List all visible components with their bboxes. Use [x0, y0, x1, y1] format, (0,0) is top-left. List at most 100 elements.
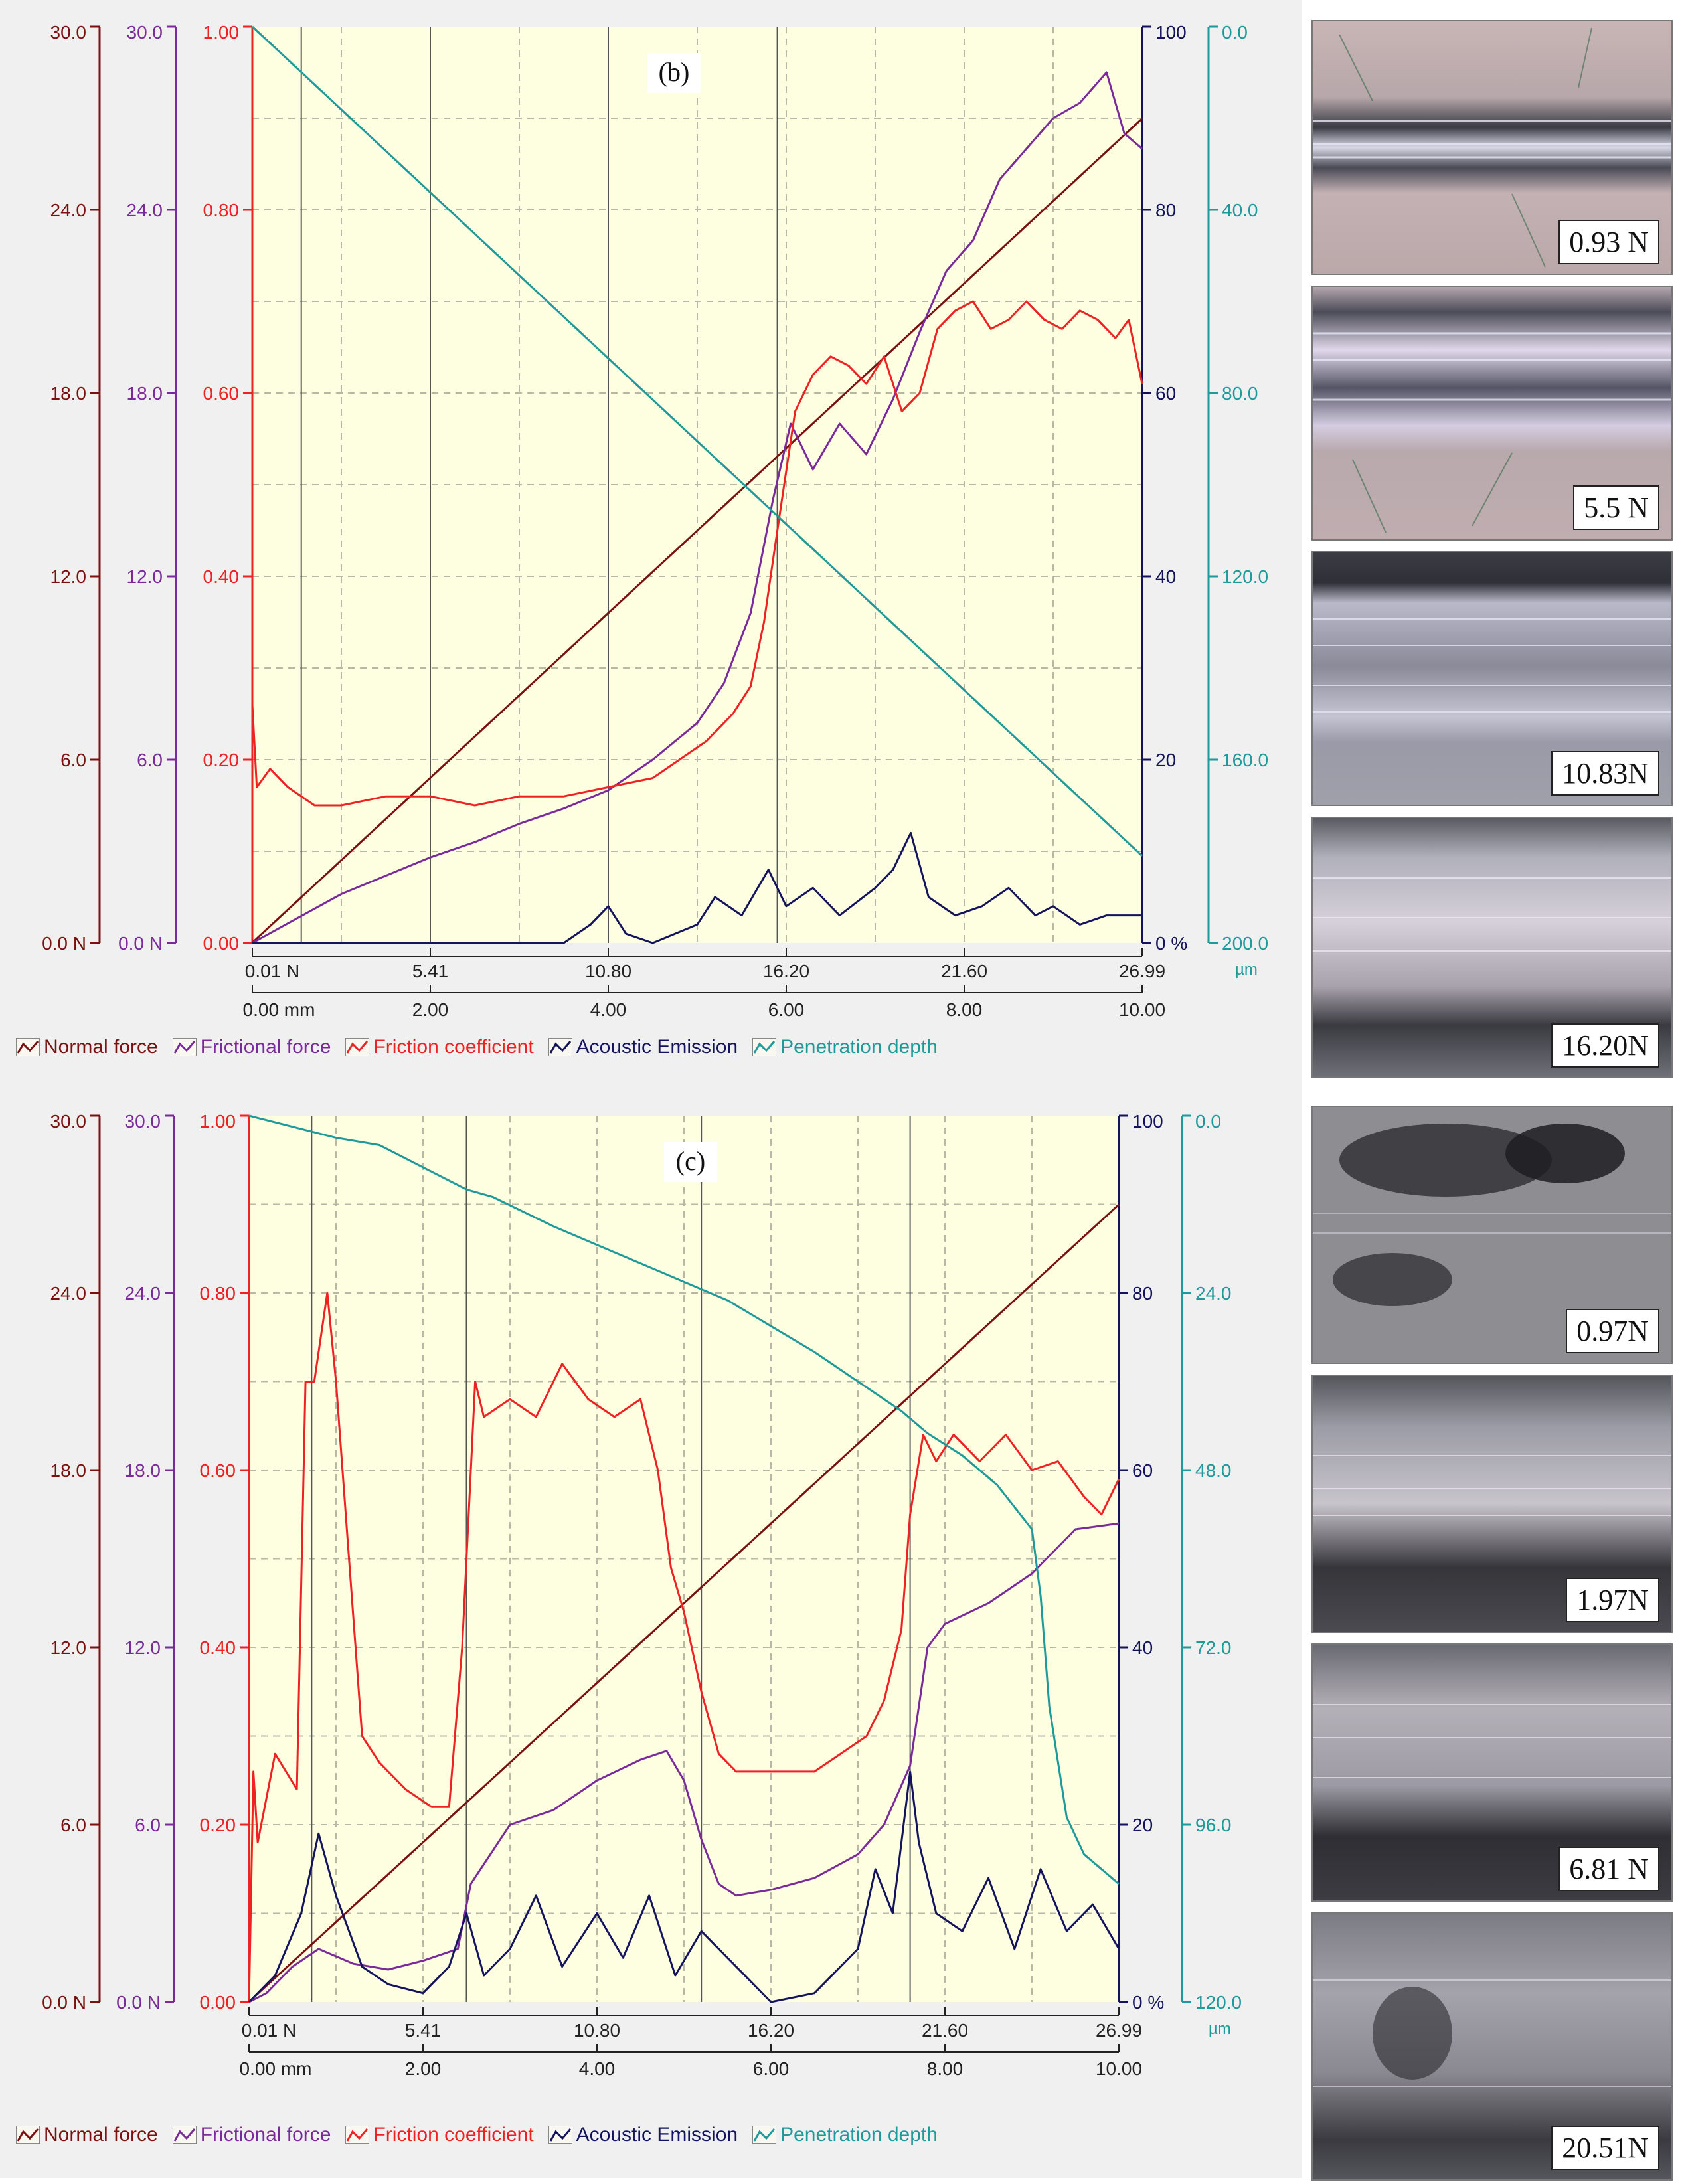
tick-label: 0 % [1155, 933, 1187, 954]
series-line-friction-coefficient [248, 1292, 1120, 2003]
grid [249, 1116, 1119, 2002]
legend-item-normal-force: Normal force [16, 1036, 158, 1058]
legend-swatch-icon [548, 2126, 572, 2144]
micrograph-b-2: 5.5 N [1311, 286, 1673, 541]
x-load-tick-label: 16.20 [763, 961, 809, 981]
axis-penetration-depth: 120.0 96.0 72.0 48.0 24.0 0.0 µm [1181, 1111, 1242, 2038]
tick-label: 160.0 [1222, 750, 1268, 770]
tick-label: 24.0 [50, 200, 87, 220]
series-line-friction-coefficient [251, 300, 1143, 807]
legend-item-acoustic-emission: Acoustic Emission [548, 2124, 738, 2146]
x-distance-tick-label: 10.00 [1119, 999, 1165, 1020]
legend-item-friction-coefficient: Friction coefficient [345, 1036, 534, 1058]
tick-label: 12.0 [127, 566, 163, 587]
tick-label: 18.0 [125, 1460, 161, 1481]
series-line-acoustic-emission [252, 831, 1142, 944]
chart-c: 0.0 N 6.0 12.0 18.0 24.0 30.0 0.0 N 6.0 12.0 18.0… [42, 1111, 1242, 2079]
tick-label: 120.0 [1195, 1992, 1242, 2013]
tick-label: 6.0 [137, 750, 163, 770]
legend-item-frictional-force: Frictional force [172, 2124, 331, 2146]
tick-label: 0.0 N [116, 1992, 161, 2013]
x-load-tick-label: 26.99 [1096, 2020, 1142, 2041]
axis-normal-force: 0.0 N 6.0 12.0 18.0 24.0 30.0 [42, 22, 101, 954]
axis-friction-coefficient: 0.00 0.20 0.40 0.60 0.80 1.00 [200, 1111, 250, 2013]
tick-label: 30.0 [125, 1111, 161, 1132]
micrograph-label: 16.20N [1551, 1023, 1659, 1068]
legend-c: Normal force Frictional force Friction c… [16, 2124, 938, 2146]
micrograph-c-1: 0.97N [1311, 1106, 1673, 1364]
series-line-penetration-depth [251, 25, 1143, 857]
legend-label: Normal force [44, 2124, 158, 2145]
x-distance-tick-label: 4.00 [579, 2058, 616, 2079]
tick-label: 0.0 N [42, 1992, 86, 2013]
x-load-tick-label: 21.60 [922, 2020, 968, 2041]
tick-label: 18.0 [50, 383, 87, 404]
legend-label: Frictional force [200, 1036, 331, 1058]
axis-frictional-force: 0.0 N 6.0 12.0 18.0 24.0 30.0 [116, 1111, 175, 2013]
tick-label: 1.00 [200, 1111, 236, 1132]
x-load-tick-label: 16.20 [748, 2020, 794, 2041]
micrograph-label: 0.93 N [1558, 220, 1659, 264]
axis-frictional-force: 0.0 N 6.0 12.0 18.0 24.0 30.0 [118, 22, 177, 954]
chart-title: (b) [647, 53, 701, 93]
x-distance-tick-label: 4.00 [590, 999, 627, 1020]
x-distance-tick-label: 8.00 [946, 999, 983, 1020]
tick-label: 80 [1132, 1283, 1153, 1303]
axis-normal-force: 0.0 N 6.0 12.0 18.0 24.0 30.0 [42, 1111, 101, 2013]
tick-label: 60 [1132, 1460, 1153, 1481]
tick-label: 40.0 [1222, 200, 1258, 220]
legend-label: Acoustic Emission [576, 2124, 738, 2145]
tick-label: 80.0 [1222, 383, 1258, 404]
legend-label: Penetration depth [780, 1036, 938, 1058]
chart-b: 0.0 N 6.0 12.0 18.0 24.0 30.0 0.0 N 6.0 12.0 18.0… [42, 22, 1268, 1020]
tick-label: 200.0 [1222, 933, 1268, 954]
tick-label: 0.60 [203, 383, 240, 404]
tick-label: 96.0 [1195, 1815, 1232, 1835]
micrograph-label: 0.97N [1566, 1309, 1659, 1353]
axis-penetration-depth: 200.0 160.0 120.0 80.0 40.0 0.0 µm [1207, 22, 1268, 979]
chart-title-bg [664, 1142, 717, 1182]
legend-item-normal-force: Normal force [16, 2124, 158, 2146]
tick-label: 30.0 [127, 22, 163, 42]
legend-swatch-icon [752, 2126, 777, 2144]
series-line-frictional-force [248, 1522, 1120, 2003]
legend-label: Frictional force [200, 2124, 331, 2145]
legend-swatch-icon [345, 2126, 370, 2144]
x-distance-tick-label: 10.00 [1096, 2058, 1142, 2079]
tick-label: 0.00 [200, 1992, 236, 2013]
x-distance-tick-label: 2.00 [412, 999, 449, 1020]
tick-label: 0.0 [1222, 22, 1248, 42]
micrograph-label: 20.51N [1551, 2126, 1659, 2170]
x-distance-tick-label: 2.00 [405, 2058, 442, 2079]
tick-label: 20 [1155, 750, 1176, 770]
micrograph-texture [1313, 1376, 1671, 1632]
series-group [248, 1114, 1120, 2003]
x-load-tick-label: 10.80 [574, 2020, 620, 2041]
series-line-normal-force [251, 118, 1143, 944]
tick-label: 0.60 [200, 1460, 236, 1481]
tick-label: 48.0 [1195, 1460, 1232, 1481]
micrograph-label: 1.97N [1566, 1578, 1659, 1622]
legend-swatch-icon [172, 2126, 197, 2144]
tick-label: 18.0 [50, 1460, 87, 1481]
micrograph-b-3: 10.83N [1311, 551, 1673, 806]
legend-b: Normal force Frictional force Friction c… [16, 1036, 938, 1058]
x-axes: 0.01 N 5.41 10.80 16.20 21.60 26.99 0.00 mm 2.0… [240, 2007, 1142, 2079]
x-load-tick-label: 21.60 [941, 961, 987, 981]
legend-label: Acoustic Emission [576, 1036, 738, 1058]
tick-label: 0.0 [1195, 1111, 1221, 1132]
axis-acoustic-emission: 0 % 20 40 60 80 100 [1118, 1111, 1164, 2013]
micrograph-texture [1313, 1107, 1671, 1363]
tick-label: 0.40 [203, 566, 240, 587]
tick-label: 12.0 [125, 1638, 161, 1658]
tick-label: 1.00 [203, 22, 240, 42]
axis-unit-label: µm [1235, 961, 1258, 979]
tick-label: 40 [1132, 1638, 1153, 1658]
x-load-tick-label: 26.99 [1119, 961, 1165, 981]
legend-swatch-icon [345, 1038, 370, 1056]
tick-label: 24.0 [127, 200, 163, 220]
tick-label: 0.0 N [118, 933, 163, 954]
tick-label: 6.0 [60, 1815, 86, 1835]
tick-label: 20 [1132, 1815, 1153, 1835]
x-load-tick-label: 5.41 [412, 961, 449, 981]
